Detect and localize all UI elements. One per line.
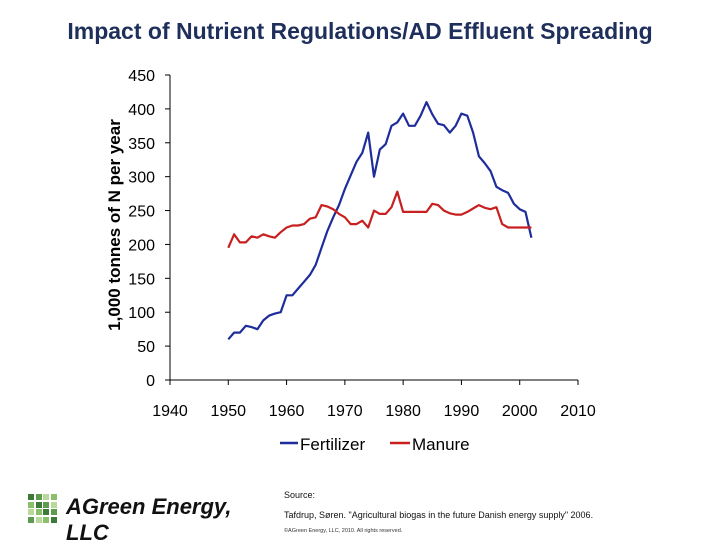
logo-text: AGreen Energy, LLC	[66, 494, 232, 545]
y-tick-label: 400	[128, 102, 155, 119]
logo-square	[50, 501, 57, 508]
logo-square	[28, 494, 34, 500]
y-tick-label: 150	[128, 271, 155, 288]
slide-title: Impact of Nutrient Regulations/AD Efflue…	[67, 18, 653, 44]
logo-square	[43, 501, 49, 508]
source-text: Tafdrup, Søren. "Agricultural biogas in …	[284, 510, 594, 520]
source-label: Source:	[284, 490, 316, 500]
y-tick-label: 250	[128, 204, 155, 221]
logo-square	[43, 516, 49, 523]
x-tick-label: 1950	[210, 403, 246, 420]
logo-square	[50, 494, 57, 500]
company-logo: AGreen Energy, LLC	[28, 492, 278, 545]
legend-label-fertilizer: Fertilizer	[300, 435, 366, 454]
x-tick-label: 2010	[560, 403, 596, 420]
y-axis-label: 1,000 tonnes of N per year	[105, 119, 124, 331]
y-tick-label: 50	[137, 339, 155, 356]
logo-square	[50, 509, 57, 515]
y-tick-label: 450	[128, 68, 155, 85]
series-lines	[227, 100, 533, 341]
y-tick-label: 300	[128, 170, 155, 187]
logo-grid-icon	[28, 494, 58, 524]
logo-square	[35, 494, 42, 500]
logo-square	[28, 509, 34, 515]
copyright-notice: ©AGreen Energy, LLC, 2010. All rights re…	[284, 528, 403, 534]
logo-square	[35, 509, 42, 515]
y-tick-label: 0	[146, 373, 155, 390]
y-tick-label: 350	[128, 136, 155, 153]
y-tick-label: 200	[128, 237, 155, 254]
logo-square	[35, 501, 42, 508]
x-tick-label: 2000	[502, 403, 538, 420]
logo-square	[43, 494, 49, 500]
legend: Fertilizer Manure	[280, 435, 470, 454]
axes: 0 50 100 150 200 250 300 350 400 450 1940 1950 1960 1…	[128, 68, 596, 420]
logo-square	[50, 516, 57, 523]
logo-square	[28, 516, 34, 523]
legend-label-manure: Manure	[412, 435, 470, 454]
x-tick-label: 1940	[152, 403, 188, 420]
logo-square	[35, 516, 42, 523]
x-tick-label: 1960	[269, 403, 305, 420]
series-line-fertilizer	[227, 100, 533, 341]
series-line-manure	[227, 190, 532, 249]
logo-square	[43, 509, 49, 515]
source-citation: Source: Tafdrup, Søren. "Agricultural bi…	[284, 490, 704, 534]
y-tick-label: 100	[128, 305, 155, 322]
logo-square	[28, 501, 34, 508]
x-tick-label: 1970	[327, 403, 363, 420]
line-chart: 1,000 tonnes of N per year 0 50 100 150 200 2…	[105, 68, 596, 454]
x-tick-label: 1980	[385, 403, 421, 420]
x-tick-label: 1990	[444, 403, 480, 420]
